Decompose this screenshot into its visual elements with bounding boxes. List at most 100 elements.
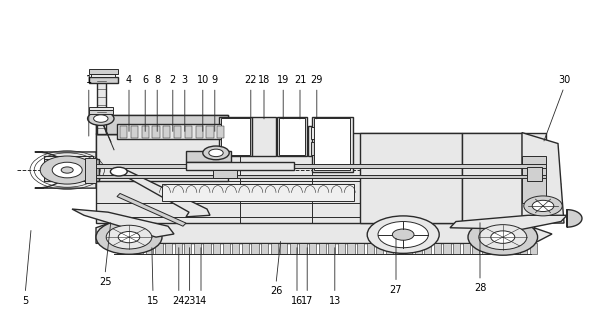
Text: 14: 14 [195, 296, 207, 306]
Bar [117, 243, 124, 254]
Bar [280, 243, 287, 254]
Bar [223, 243, 230, 254]
Bar [232, 243, 239, 254]
Text: 29: 29 [311, 75, 323, 85]
Bar [314, 118, 350, 170]
Bar [242, 243, 249, 254]
Bar [367, 243, 374, 254]
Polygon shape [522, 133, 564, 223]
Text: 19: 19 [277, 75, 289, 85]
Circle shape [392, 229, 414, 240]
Bar [279, 118, 305, 155]
Bar [520, 243, 527, 254]
Bar [221, 118, 250, 155]
Bar [453, 243, 460, 254]
Bar [114, 222, 534, 243]
Bar [252, 117, 276, 156]
Bar [424, 243, 431, 254]
Text: 3: 3 [182, 75, 188, 85]
Bar [277, 117, 307, 156]
Polygon shape [450, 215, 567, 229]
Bar [96, 164, 546, 168]
Text: 25: 25 [99, 277, 111, 287]
Bar [203, 243, 211, 254]
Bar [186, 151, 231, 162]
Bar [338, 243, 345, 254]
Bar [96, 133, 546, 223]
Bar [219, 117, 252, 156]
Polygon shape [44, 159, 93, 181]
Circle shape [61, 167, 73, 173]
Bar [376, 243, 383, 254]
Circle shape [491, 231, 515, 243]
Bar [175, 243, 182, 254]
Circle shape [378, 222, 428, 248]
Circle shape [209, 149, 223, 157]
Bar [463, 243, 470, 254]
Bar [89, 110, 113, 114]
Bar [96, 115, 228, 134]
Circle shape [203, 146, 229, 160]
Bar [511, 243, 518, 254]
Bar [328, 243, 335, 254]
Text: 26: 26 [270, 286, 282, 296]
Polygon shape [35, 152, 96, 188]
Bar [491, 243, 499, 254]
Circle shape [110, 167, 127, 176]
Bar [142, 126, 149, 138]
Bar [117, 124, 222, 139]
Bar [261, 243, 268, 254]
Circle shape [524, 196, 562, 216]
Bar [136, 243, 143, 254]
Bar [213, 243, 220, 254]
Polygon shape [44, 156, 93, 159]
Bar [89, 69, 118, 74]
Circle shape [532, 200, 554, 212]
Bar [462, 133, 522, 223]
Text: 2: 2 [170, 75, 176, 85]
Text: 22: 22 [245, 75, 257, 85]
Text: 17: 17 [301, 296, 313, 306]
Bar [251, 243, 259, 254]
Bar [271, 243, 278, 254]
Text: 6: 6 [142, 75, 148, 85]
Text: 28: 28 [474, 283, 486, 293]
Bar [395, 243, 403, 254]
Bar [127, 243, 134, 254]
Bar [89, 107, 113, 110]
Polygon shape [72, 209, 174, 237]
Bar [311, 142, 330, 155]
Text: 15: 15 [147, 296, 159, 306]
Bar [405, 243, 412, 254]
Bar [319, 243, 326, 254]
Circle shape [40, 156, 94, 184]
Bar [185, 126, 192, 138]
Bar [196, 126, 203, 138]
Text: 4: 4 [126, 75, 132, 85]
Bar [162, 184, 354, 201]
Bar [152, 126, 160, 138]
Bar [146, 243, 153, 254]
Polygon shape [117, 193, 186, 226]
Text: 9: 9 [212, 75, 218, 85]
Bar [97, 81, 106, 134]
Bar [155, 243, 163, 254]
Bar [85, 158, 96, 183]
Bar [96, 175, 546, 178]
Polygon shape [117, 167, 210, 217]
Text: 24: 24 [173, 296, 185, 306]
Circle shape [106, 225, 152, 249]
Bar [501, 243, 508, 254]
Bar [309, 243, 316, 254]
Bar [120, 126, 127, 138]
Bar [312, 117, 353, 172]
Text: 23: 23 [184, 296, 196, 306]
Bar [165, 243, 172, 254]
Bar [482, 243, 489, 254]
Circle shape [94, 115, 108, 122]
Bar [299, 243, 307, 254]
Bar [163, 126, 170, 138]
Bar [522, 156, 546, 203]
Circle shape [468, 219, 538, 255]
Polygon shape [567, 210, 582, 227]
